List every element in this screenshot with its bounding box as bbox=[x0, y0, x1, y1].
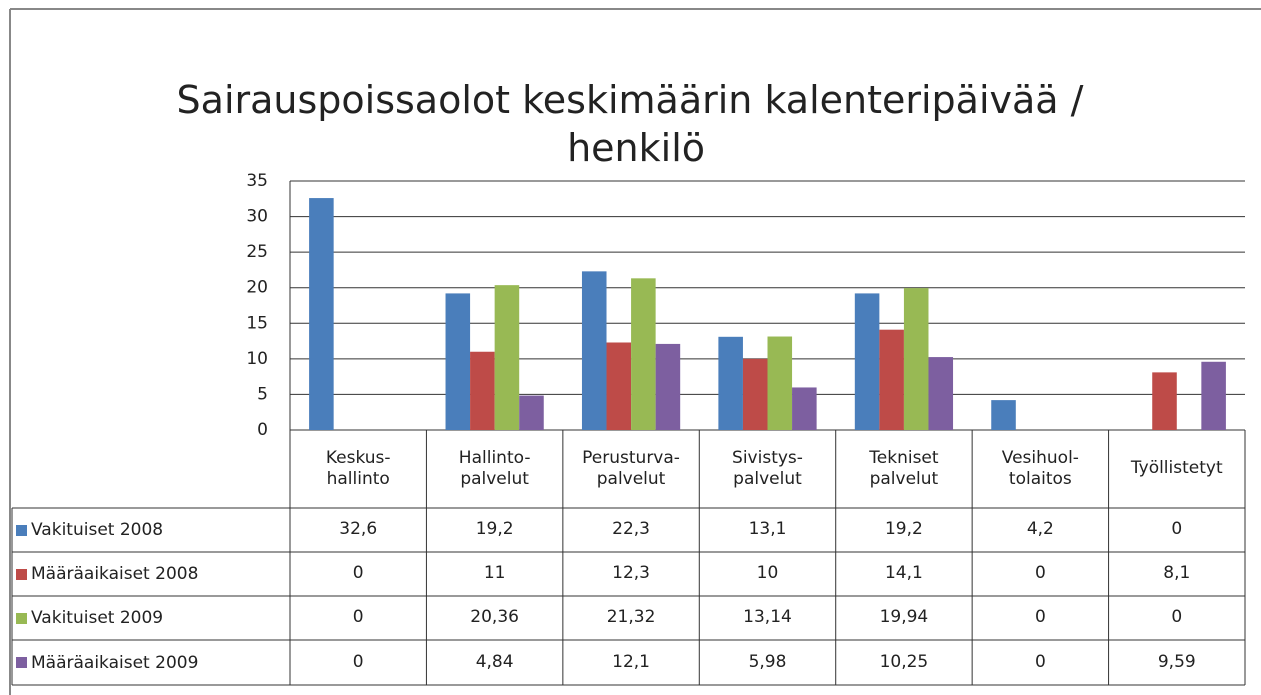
data-label: 4,84 bbox=[475, 651, 514, 672]
data-label: 0 bbox=[1034, 563, 1046, 584]
bar bbox=[792, 387, 817, 430]
bar bbox=[854, 293, 880, 430]
category-label: Työllistetyt bbox=[1130, 458, 1223, 479]
legend-key bbox=[16, 524, 27, 536]
data-label: 13,14 bbox=[743, 607, 792, 628]
bar bbox=[928, 357, 954, 430]
y-tick-label: 30 bbox=[246, 207, 268, 227]
bar bbox=[470, 351, 495, 430]
bar bbox=[1201, 361, 1226, 430]
legend-label: Määräaikaiset 2009 bbox=[31, 652, 199, 673]
data-label: 0 bbox=[352, 563, 364, 584]
data-label: 4,2 bbox=[1026, 519, 1054, 540]
y-tick-label: 35 bbox=[246, 171, 268, 191]
category-label: Tekniset palvelut bbox=[869, 447, 939, 489]
data-label: 12,3 bbox=[612, 563, 650, 584]
bar bbox=[1152, 372, 1177, 430]
data-label: 5,98 bbox=[748, 651, 787, 672]
legend-label: Määräaikaiset 2008 bbox=[31, 564, 199, 584]
data-label: 0 bbox=[352, 607, 364, 628]
data-label: 9,59 bbox=[1157, 651, 1196, 672]
data-label: 12,1 bbox=[612, 651, 650, 672]
y-tick-label: 20 bbox=[246, 278, 268, 298]
bar bbox=[631, 278, 656, 430]
bar bbox=[494, 285, 520, 430]
bar bbox=[309, 198, 334, 430]
data-label: 19,94 bbox=[879, 607, 929, 628]
legend-entry: Määräaikaiset 2008 bbox=[12, 552, 290, 596]
bar bbox=[991, 400, 1016, 430]
bar bbox=[655, 343, 681, 430]
category-label: Vesihuol- tolaitos bbox=[1001, 447, 1079, 489]
y-tick-label: 10 bbox=[246, 349, 268, 369]
bar bbox=[581, 271, 607, 430]
legend-key bbox=[16, 568, 27, 580]
bar bbox=[742, 358, 768, 430]
data-label: 20,36 bbox=[470, 607, 519, 628]
category-label: Keskus- hallinto bbox=[325, 447, 391, 489]
bar bbox=[767, 336, 793, 430]
legend-entry: Vakituiset 2008 bbox=[12, 508, 290, 552]
legend-entry: Määräaikaiset 2009 bbox=[12, 640, 290, 685]
bar bbox=[903, 288, 929, 430]
data-label: 14,1 bbox=[884, 563, 923, 584]
y-tick-label: 25 bbox=[246, 242, 268, 262]
legend-key bbox=[16, 612, 27, 624]
data-label: 0 bbox=[1171, 607, 1183, 628]
bar bbox=[879, 329, 904, 430]
chart-title: Sairauspoissaolot keskimäärin kalenterip… bbox=[177, 78, 1084, 170]
data-label: 19,2 bbox=[884, 519, 923, 540]
data-label: 21,32 bbox=[606, 607, 656, 628]
y-tick-label: 15 bbox=[246, 313, 268, 333]
data-label: 8,1 bbox=[1163, 563, 1191, 584]
data-label: 22,3 bbox=[612, 519, 650, 540]
data-label: 0 bbox=[352, 651, 364, 672]
data-label: 19,2 bbox=[475, 519, 514, 540]
category-label: Hallinto- palvelut bbox=[458, 447, 531, 489]
bar bbox=[606, 342, 632, 430]
data-label: 32,6 bbox=[339, 519, 378, 540]
legend-label: Vakituiset 2009 bbox=[31, 608, 164, 628]
y-tick-label: 0 bbox=[257, 420, 268, 440]
bar bbox=[445, 293, 471, 430]
data-label: 10,25 bbox=[879, 651, 929, 672]
bar bbox=[519, 395, 544, 430]
data-label: 0 bbox=[1171, 519, 1183, 540]
data-label: 0 bbox=[1034, 651, 1046, 672]
category-label: Sivistys- palvelut bbox=[732, 447, 803, 489]
legend-entry: Vakituiset 2009 bbox=[12, 596, 290, 640]
y-tick-label: 5 bbox=[257, 384, 268, 404]
data-label: 0 bbox=[1034, 607, 1046, 628]
data-label: 11 bbox=[483, 563, 506, 584]
legend-label: Vakituiset 2008 bbox=[31, 520, 164, 540]
data-label: 10 bbox=[756, 563, 779, 584]
data-label: 13,1 bbox=[748, 519, 787, 540]
legend-key bbox=[16, 657, 27, 668]
category-label: Perusturva- palvelut bbox=[582, 447, 680, 489]
bar bbox=[718, 336, 743, 430]
